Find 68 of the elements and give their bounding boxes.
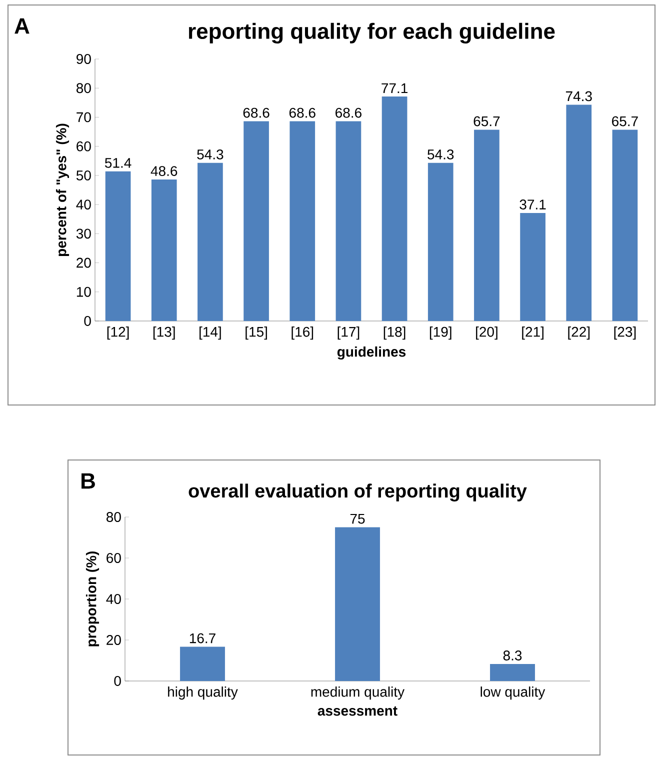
data-label: 48.6: [150, 166, 178, 176]
bar: [290, 121, 316, 321]
bar: [151, 180, 177, 321]
x-tick-label: [18]: [384, 326, 406, 340]
y-tick-label: 80: [76, 83, 91, 94]
y-tick-label: 0: [84, 316, 91, 326]
data-label: 75: [350, 514, 365, 524]
y-tick-label: 80: [106, 512, 121, 522]
bar: [198, 162, 223, 321]
text: B: [82, 473, 95, 489]
y-tick-label: 60: [106, 553, 121, 563]
x-tick-label: [23]: [614, 326, 636, 340]
data-label: 74.3: [566, 91, 592, 102]
bar: [520, 212, 546, 321]
data-label: 8.3: [503, 650, 522, 660]
bar: [180, 646, 225, 681]
x-tick-label: [22]: [568, 326, 590, 340]
y-axis-title: percent of "yes" (%): [56, 124, 70, 256]
data-label: 65.7: [474, 116, 500, 126]
bar: [244, 121, 269, 321]
data-label: 54.3: [197, 149, 224, 160]
bar: [612, 130, 638, 321]
x-tick-label: [13]: [153, 326, 175, 340]
x-tick-label: [19]: [430, 326, 452, 340]
text: A: [14, 18, 30, 34]
y-tick-label: 60: [76, 141, 91, 152]
y-tick-label: 50: [76, 170, 91, 180]
x-tick-label: [12]: [107, 326, 129, 340]
bar: [105, 171, 131, 321]
y-tick-label: 90: [76, 54, 91, 64]
y-axis-title: proportion (%): [86, 551, 100, 646]
y-tick-label: 30: [76, 228, 91, 239]
bar: [428, 162, 454, 321]
bar: [382, 96, 408, 321]
bar: [474, 130, 500, 321]
x-tick-label: [15]: [246, 326, 267, 340]
data-label: 68.6: [289, 108, 316, 118]
data-label: 37.1: [520, 200, 546, 210]
chart-title: reporting quality for each guideline: [188, 22, 555, 44]
x-tick-label: [17]: [338, 326, 360, 340]
y-tick-label: 40: [106, 594, 121, 604]
chart-title: overall evaluation of reporting quality: [188, 484, 527, 502]
data-label: 65.7: [612, 116, 638, 126]
y-tick-label: 20: [106, 635, 121, 645]
x-axis-title: assessment: [318, 706, 398, 716]
data-label: 68.6: [336, 108, 362, 118]
bar: [566, 104, 592, 321]
y-tick-label: 40: [76, 200, 91, 210]
y-tick-label: 20: [76, 258, 91, 268]
x-axis-title: guidelines: [337, 346, 406, 360]
y-tick-label: 10: [76, 286, 91, 297]
x-tick-label: [16]: [292, 326, 314, 340]
x-tick-label: medium quality: [311, 686, 405, 700]
x-tick-label: [14]: [200, 326, 221, 340]
data-label: 68.6: [243, 108, 270, 118]
x-tick-label: high quality: [168, 686, 238, 700]
y-tick-label: 0: [114, 676, 121, 686]
bar: [336, 121, 362, 321]
x-tick-label: [21]: [522, 326, 544, 340]
data-label: 16.7: [190, 633, 216, 644]
x-tick-label: low quality: [480, 686, 546, 700]
data-label: 54.3: [428, 149, 454, 160]
x-tick-label: [20]: [476, 326, 498, 340]
bar: [335, 527, 380, 681]
y-tick-label: 70: [76, 112, 91, 122]
data-label: 77.1: [382, 83, 408, 94]
data-label: 51.4: [104, 158, 132, 168]
bar: [490, 664, 535, 681]
